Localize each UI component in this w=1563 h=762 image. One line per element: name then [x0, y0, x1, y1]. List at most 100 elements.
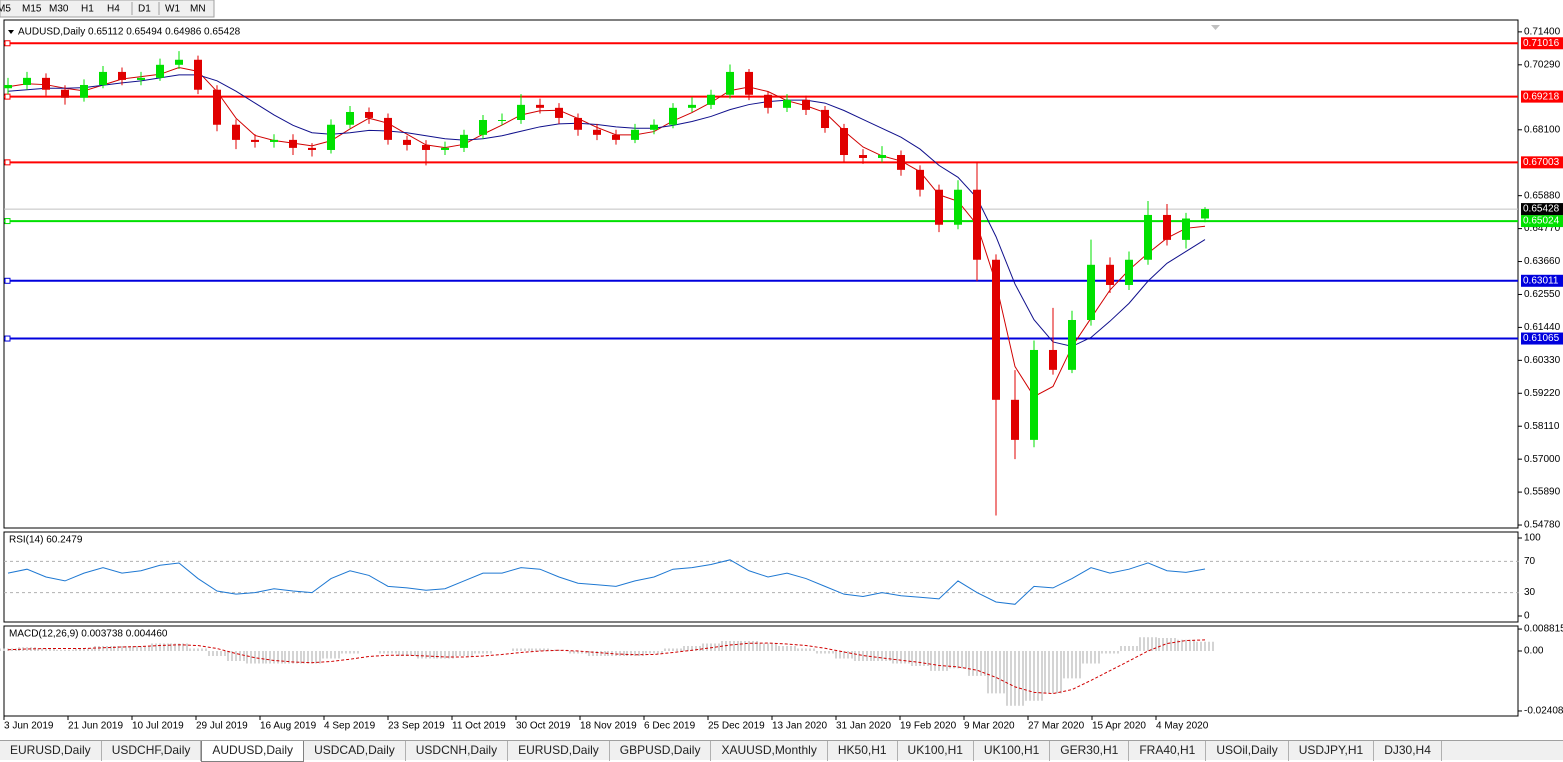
symbol-tab[interactable]: UK100,H1	[898, 741, 974, 761]
timeframe-button[interactable]: M30	[49, 4, 69, 15]
shift-marker	[1211, 25, 1220, 30]
timeframe-button[interactable]: D1	[138, 4, 151, 15]
rsi-panel	[3, 531, 1519, 623]
symbol-tab[interactable]: HK50,H1	[828, 741, 898, 761]
timeframe-button[interactable]: H1	[81, 4, 94, 15]
x-tick-label: 4 May 2020	[1156, 721, 1209, 732]
candle-body	[42, 77, 50, 90]
level-label-box	[1521, 274, 1563, 287]
level-label-box	[1521, 332, 1563, 345]
candle-body	[403, 139, 411, 145]
timeframe-button[interactable]: H4	[107, 4, 120, 15]
symbol-tab[interactable]: EURUSD,Daily	[0, 741, 102, 761]
timeframe-button[interactable]: M15	[22, 4, 42, 15]
symbol-tab[interactable]: DJ30,H4	[1374, 741, 1442, 761]
candle-body	[1163, 214, 1171, 240]
symbol-tab[interactable]: USDJPY,H1	[1289, 741, 1375, 761]
y-tick-label: 0.54780	[1524, 520, 1561, 531]
timeframe-toolbar	[0, 0, 215, 18]
symbol-tab[interactable]: GBPUSD,Daily	[610, 741, 712, 761]
x-tick-label: 10 Jul 2019	[132, 721, 184, 732]
candle-body	[479, 119, 487, 135]
candle-body	[346, 111, 354, 125]
symbol-tab[interactable]: USDCAD,Daily	[304, 741, 406, 761]
candle-body	[935, 189, 943, 225]
candle-body	[460, 134, 468, 148]
candle-body	[61, 89, 69, 98]
candle-body	[23, 77, 31, 85]
x-tick-label: 30 Oct 2019	[516, 721, 571, 732]
candle-body	[1144, 214, 1152, 260]
candle-body	[213, 89, 221, 125]
macd-signal	[7, 639, 1206, 695]
header-arrow	[8, 30, 14, 34]
rsi-label: RSI(14) 60.2479	[9, 535, 83, 546]
y-tick-label: 0.68100	[1524, 124, 1561, 135]
level-label-box	[1521, 37, 1563, 50]
candle-body	[232, 124, 240, 140]
symbol-tabs: EURUSD,Daily USDCHF,Daily AUDUSD,Daily USDC…	[0, 740, 1563, 762]
level-label: 0.65024	[1523, 216, 1560, 227]
x-tick-label: 23 Sep 2019	[388, 721, 445, 732]
candle-body	[308, 147, 316, 150]
macd-panel	[3, 625, 1519, 717]
level-handle	[4, 335, 11, 342]
symbol-tab[interactable]: FRA40,H1	[1129, 741, 1207, 761]
y-tick-label: 0.60330	[1524, 355, 1561, 366]
x-tick-label: 18 Nov 2019	[580, 721, 637, 732]
y-tick-label: 0.71400	[1524, 27, 1561, 38]
candle-body	[99, 71, 107, 85]
candle-body	[498, 119, 506, 121]
level-label: 0.67003	[1523, 157, 1560, 168]
symbol-tab[interactable]: USOil,Daily	[1206, 741, 1289, 761]
candle-body	[1049, 349, 1057, 370]
candle-body	[992, 259, 1000, 400]
candle-body	[270, 139, 278, 142]
symbol-tab[interactable]: USDCHF,Daily	[102, 741, 202, 761]
rsi-tick-label: 100	[1524, 533, 1541, 544]
candle-body	[878, 155, 886, 158]
candle-body	[840, 128, 848, 156]
candle-body	[1030, 349, 1038, 440]
candle-body	[897, 155, 905, 170]
candle-body	[745, 71, 753, 95]
level-label-box	[1521, 90, 1563, 103]
candle-body	[1011, 399, 1019, 440]
x-tick-label: 19 Feb 2020	[900, 721, 957, 732]
candle-body	[821, 109, 829, 129]
level-handle	[4, 277, 11, 284]
timeframe-button[interactable]: W1	[165, 4, 180, 15]
moving-average	[7, 66, 1206, 398]
symbol-tab[interactable]: GER30,H1	[1050, 741, 1130, 761]
candle-body	[688, 104, 696, 108]
symbol-tab[interactable]: USDCNH,Daily	[406, 741, 509, 761]
candle-body	[593, 129, 601, 135]
symbol-tab[interactable]: UK100,H1	[974, 741, 1051, 761]
timeframe-button[interactable]: M5	[0, 4, 11, 15]
x-tick-label: 25 Dec 2019	[708, 721, 765, 732]
rsi-line	[7, 559, 1206, 605]
candle-body	[365, 111, 373, 118]
candle-body	[574, 117, 582, 130]
candle-body	[764, 94, 772, 108]
moving-average	[7, 74, 1206, 347]
candle-body	[175, 59, 183, 65]
macd-tick-label: 0.00	[1524, 646, 1544, 657]
level-handle	[4, 159, 11, 166]
y-tick-label: 0.61440	[1524, 322, 1561, 333]
timeframe-button[interactable]: MN	[190, 4, 206, 15]
y-tick-label: 0.64770	[1524, 223, 1561, 234]
x-tick-label: 9 Mar 2020	[964, 721, 1015, 732]
y-tick-label: 0.70290	[1524, 59, 1561, 70]
candle-body	[631, 129, 639, 140]
symbol-tab[interactable]: XAUUSD,Monthly	[711, 741, 828, 761]
candle-body	[517, 104, 525, 120]
candle-body	[954, 189, 962, 225]
level-handle	[4, 40, 11, 47]
symbol-tab[interactable]: AUDUSD,Daily	[201, 741, 305, 762]
x-tick-label: 6 Dec 2019	[644, 721, 696, 732]
symbol-tab[interactable]: EURUSD,Daily	[508, 741, 610, 761]
candle-body	[384, 117, 392, 140]
level-handle	[4, 93, 11, 100]
